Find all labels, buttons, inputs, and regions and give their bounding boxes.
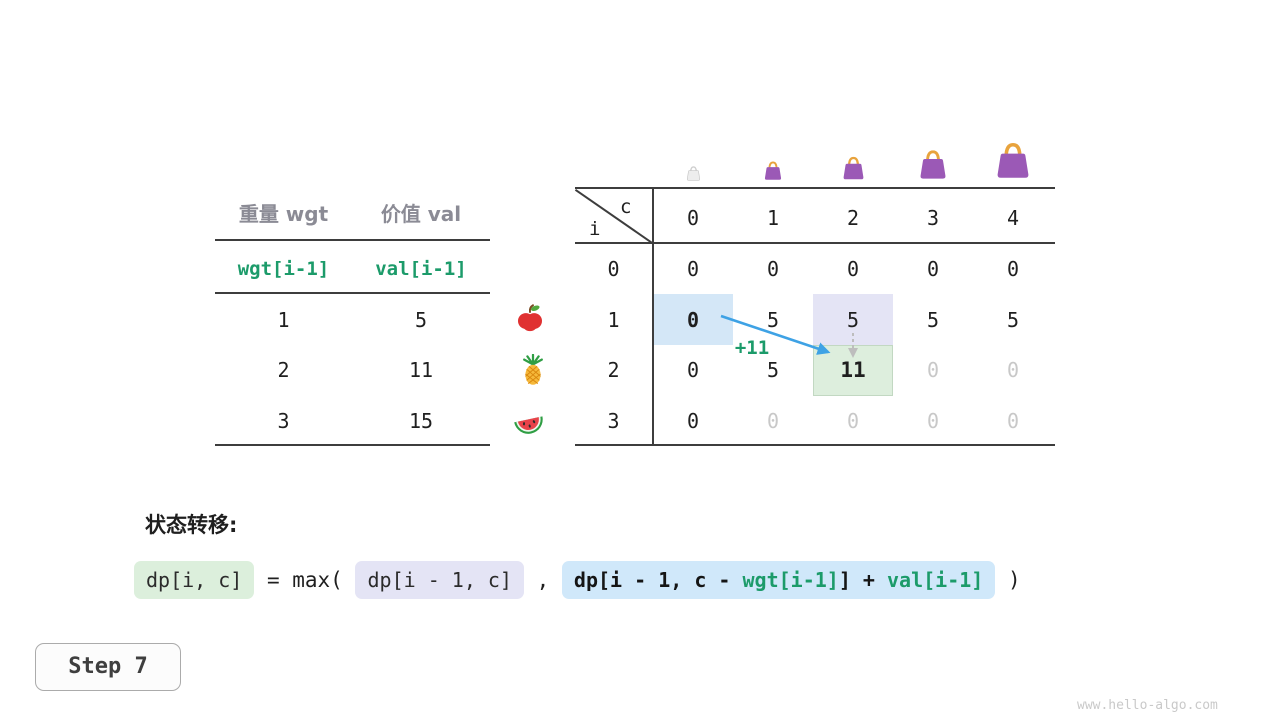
items-col-weight-header: 重量 wgt (238, 202, 329, 226)
step-indicator: Step 7 (35, 643, 181, 691)
dp-cell-r0-c3: 0 (926, 257, 940, 281)
formula-dp-skip: dp[i - 1, c] (355, 561, 524, 599)
watermark: www.hello-algo.com (1077, 698, 1218, 713)
state-transition-heading: 状态转移: (145, 513, 238, 537)
items-wgt-formula-label: wgt[i-1] (237, 258, 330, 280)
dp-col-header-4: 4 (1006, 206, 1020, 230)
items-table-rule-top (215, 239, 490, 241)
dp-cell-r1-c1: 5 (766, 308, 780, 332)
dp-cell-r2-c2: 11 (840, 358, 866, 382)
dp-cell-r3-c3: 0 (926, 409, 940, 433)
bag-icon-c4 (992, 140, 1034, 182)
formula-take-val: val[i-1] (887, 568, 984, 592)
dp-cell-r2-c1: 5 (766, 358, 780, 382)
dp-col-header-3: 3 (926, 206, 940, 230)
dp-cell-r2-c0: 0 (686, 358, 700, 382)
dp-table-rule-vertical (652, 187, 654, 446)
dp-cell-r1-c0: 0 (686, 308, 700, 332)
dp-cell-r3-c0: 0 (686, 409, 700, 433)
dp-col-header-2: 2 (846, 206, 860, 230)
item3-value: 15 (408, 409, 434, 433)
bag-icon-c2 (840, 155, 867, 182)
dp-cell-r2-c4: 0 (1006, 358, 1020, 382)
item2-weight: 2 (277, 358, 290, 382)
items-table-rule-mid (215, 292, 490, 294)
dp-cell-r1-c2: 5 (846, 308, 860, 332)
items-val-formula-label: val[i-1] (375, 258, 467, 280)
dp-row-header-3: 3 (607, 409, 620, 433)
arrow-gain-label: +11 (734, 337, 770, 359)
dp-cell-r1-c4: 5 (1006, 308, 1020, 332)
dp-col-header-1: 1 (766, 206, 780, 230)
state-transition-formula: dp[i, c] = max( dp[i - 1, c] , dp[i - 1,… (134, 561, 1021, 599)
dp-cell-r3-c1: 0 (766, 409, 780, 433)
highlight-skip-source-cell (653, 294, 733, 345)
bag-icon-c3 (916, 148, 950, 182)
formula-take-prefix: dp[i - 1, c - (573, 568, 743, 592)
item1-weight: 1 (277, 308, 290, 332)
formula-take-mid: ] + (838, 568, 887, 592)
item2-value: 11 (408, 358, 434, 382)
formula-eq-max: = max( (254, 568, 356, 592)
dp-cell-r0-c0: 0 (686, 257, 700, 281)
dp-cell-r2-c3: 0 (926, 358, 940, 382)
dp-col-header-0: 0 (686, 206, 700, 230)
apple-icon (515, 303, 545, 333)
item1-value: 5 (414, 308, 428, 332)
formula-dp-current: dp[i, c] (134, 561, 255, 599)
dp-cell-r0-c1: 0 (766, 257, 780, 281)
items-col-value-header: 价值 val (380, 202, 462, 226)
dp-row-header-0: 0 (607, 257, 620, 281)
watermelon-icon (512, 404, 546, 438)
items-table-rule-bottom (215, 444, 490, 446)
formula-dp-take: dp[i - 1, c - wgt[i-1]] + val[i-1] (561, 561, 996, 599)
bag-ghost-icon (685, 165, 702, 182)
item3-weight: 3 (277, 409, 290, 433)
dp-cell-r3-c2: 0 (846, 409, 860, 433)
formula-take-wgt: wgt[i-1] (742, 568, 839, 592)
dp-table-rule-header (575, 242, 1055, 244)
dp-cell-r3-c4: 0 (1006, 409, 1020, 433)
corner-row-var: i (589, 218, 601, 240)
dp-cell-r0-c2: 0 (846, 257, 860, 281)
dp-corner-diagonal (575, 189, 655, 245)
dp-row-header-1: 1 (607, 308, 620, 332)
dp-cell-r1-c3: 5 (926, 308, 940, 332)
pineapple-icon (517, 354, 549, 386)
dp-table-rule-top (575, 187, 1055, 189)
formula-close-paren: ) (995, 568, 1021, 592)
formula-comma: , (523, 568, 562, 592)
corner-col-var: c (620, 196, 632, 218)
dp-cell-r0-c4: 0 (1006, 257, 1020, 281)
dp-row-header-2: 2 (607, 358, 620, 382)
bag-icon-c1 (762, 160, 784, 182)
dp-table-rule-bottom (575, 444, 1055, 446)
